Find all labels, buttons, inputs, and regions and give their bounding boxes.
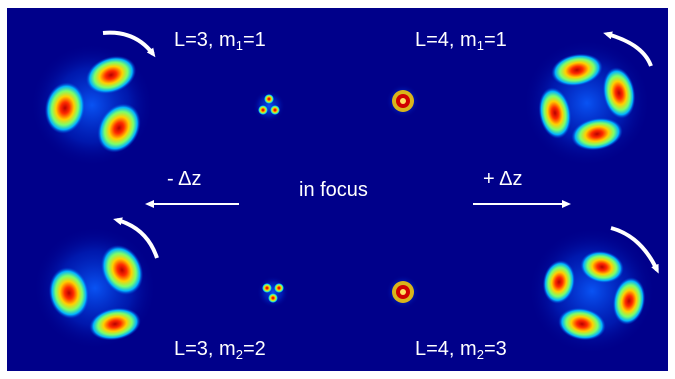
label-top-left: L=3, m1=1	[174, 29, 266, 53]
beam-profile-svg	[30, 30, 659, 355]
label-top-right: L=4, m1=1	[415, 29, 507, 53]
pattern-top-right	[523, 39, 651, 167]
rotation-arrow-top-left	[102, 30, 156, 58]
rotation-arrow-bottom-right	[610, 226, 659, 274]
label-bottom-right: L=4, m2=3	[415, 338, 507, 362]
label-minus-dz: - Δz	[167, 168, 202, 190]
pattern-focus-bottom-right	[386, 275, 420, 309]
label-plus-dz: + Δz	[483, 168, 523, 190]
pattern-focus-bottom-left	[257, 276, 289, 308]
rotation-arrow-top-right	[603, 31, 653, 67]
pattern-top-left	[30, 43, 154, 167]
figure-panel: L=3, m1=1 L=4, m1=1 L=3, m2=2 L=4, m2=3 …	[7, 8, 668, 371]
rotation-arrow-bottom-left	[113, 217, 159, 259]
label-bottom-left: L=3, m2=2	[174, 338, 266, 362]
pattern-bottom-left	[33, 226, 157, 350]
pattern-focus-top-left	[253, 90, 285, 122]
pattern-bottom-right	[528, 227, 656, 355]
label-in-focus: in focus	[299, 179, 368, 201]
pattern-focus-top-right	[386, 84, 420, 118]
